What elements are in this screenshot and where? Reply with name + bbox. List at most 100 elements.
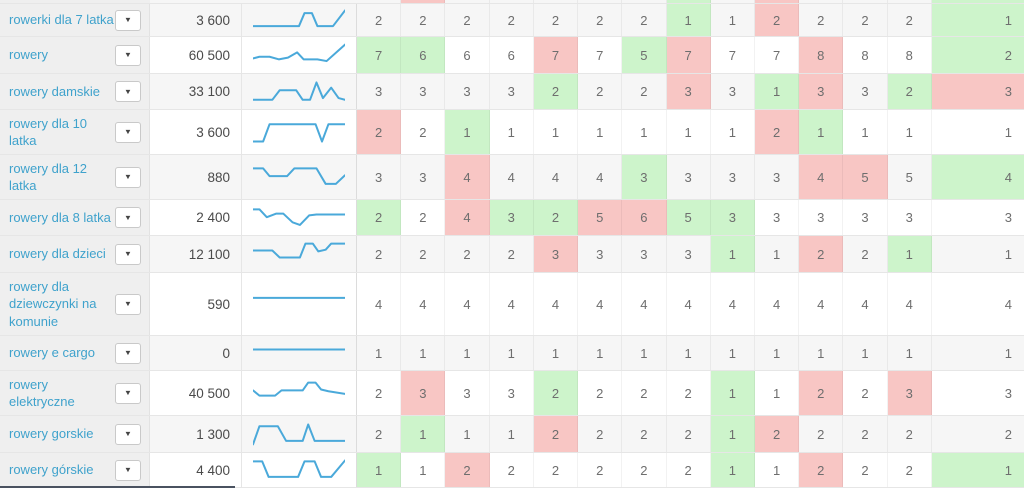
position-cell-partial [578, 0, 623, 3]
caret-down-icon: ▼ [124, 172, 132, 181]
sparkline-chart [253, 241, 345, 267]
sparkline-cell-partial [242, 0, 357, 3]
position-cell: 4 [931, 155, 1024, 199]
keyword-dropdown-button[interactable]: ▼ [115, 423, 141, 445]
keyword-cell: rowerki dla 7 latka ▼ [0, 4, 150, 36]
position-cell: 3 [843, 200, 888, 235]
position-cell: 5 [888, 155, 932, 199]
positions-grid-partial [357, 0, 1024, 3]
position-cell: 3 [666, 74, 711, 109]
position-cell: 2 [622, 453, 667, 487]
sparkline-chart [253, 340, 345, 366]
position-cell: 4 [711, 273, 755, 335]
keyword-label[interactable]: rowery damskie [9, 83, 101, 99]
keyword-dropdown-button[interactable]: ▼ [115, 166, 141, 188]
position-cell: 2 [357, 416, 402, 452]
keyword-label[interactable]: rowery dla dzieci [9, 246, 106, 262]
keyword-label[interactable]: rowery [9, 47, 49, 63]
position-cell: 1 [931, 453, 1024, 487]
position-cell: 3 [578, 236, 623, 272]
position-cell: 2 [667, 371, 711, 415]
sparkline-chart [253, 457, 345, 483]
search-volume: 590 [150, 273, 242, 335]
position-cell: 2 [533, 200, 579, 235]
position-cell: 1 [799, 110, 844, 154]
sparkline-cell [242, 236, 357, 272]
position-cell: 1 [1004, 246, 1012, 262]
keyword-cell: rowery górskie ▼ [0, 453, 150, 487]
position-cell: 7 [578, 37, 623, 73]
keyword-dropdown-button[interactable]: ▼ [115, 121, 141, 143]
position-cell: 5 [843, 155, 888, 199]
position-cell: 5 [578, 200, 623, 235]
position-cell: 1 [401, 453, 446, 487]
sparkline-cell [242, 416, 357, 452]
position-cell: 1 [357, 453, 402, 487]
keyword-row: rowery dla dziewczynki na komunie ▼ 590 … [0, 273, 1024, 336]
keyword-label[interactable]: rowery e cargo [9, 345, 95, 361]
position-cell: 2 [534, 453, 579, 487]
position-cell: 1 [578, 110, 623, 154]
position-cell: 1 [888, 336, 932, 370]
position-cell: 4 [578, 155, 623, 199]
keyword-label[interactable]: rowery dla 10 latka [9, 115, 88, 148]
position-cell: 1 [710, 416, 755, 452]
position-cell: 1 [445, 336, 490, 370]
keyword-dropdown-button[interactable]: ▼ [115, 293, 141, 315]
keyword-label[interactable]: rowery dla dziewczynki na komunie [9, 279, 97, 329]
position-cell: 4 [401, 273, 446, 335]
keyword-label[interactable]: rowery górskie [9, 462, 94, 478]
keyword-label[interactable]: rowerki dla 7 latka [9, 12, 114, 28]
sparkline-cell [242, 155, 357, 199]
keyword-dropdown-button[interactable]: ▼ [115, 459, 141, 481]
search-volume: 1 300 [150, 416, 242, 452]
keyword-dropdown-button[interactable]: ▼ [115, 207, 141, 228]
position-cell: 3 [445, 74, 490, 109]
position-cell: 2 [622, 371, 667, 415]
position-cell: 1 [887, 236, 932, 272]
caret-down-icon: ▼ [124, 348, 132, 357]
position-cell: 3 [401, 74, 446, 109]
keyword-label[interactable]: rowery elektryczne [9, 376, 75, 409]
keyword-label[interactable]: rowery dla 8 latka [9, 209, 111, 225]
position-cell: 2 [888, 4, 932, 36]
sparkline-cell [242, 110, 357, 154]
position-cell: 4 [534, 273, 579, 335]
position-cell: 2 [357, 236, 402, 272]
position-cell-partial [666, 0, 711, 3]
keyword-dropdown-button[interactable]: ▼ [115, 243, 141, 265]
keyword-label[interactable]: rowery dla 12 latka [9, 160, 88, 193]
keyword-label[interactable]: rowery gorskie [9, 426, 94, 442]
position-cell: 5 [622, 37, 667, 73]
search-volume: 0 [150, 336, 242, 370]
keyword-dropdown-button[interactable]: ▼ [115, 9, 141, 31]
volume-cell-partial [150, 0, 242, 3]
keyword-dropdown-button[interactable]: ▼ [115, 342, 141, 364]
position-cell: 2 [490, 453, 534, 487]
keyword-dropdown-button[interactable]: ▼ [115, 44, 141, 66]
position-cell: 1 [710, 236, 755, 272]
sparkline-cell [242, 273, 357, 335]
keyword-dropdown-button[interactable]: ▼ [115, 382, 141, 404]
keyword-cell-partial [0, 0, 150, 3]
keyword-dropdown-button[interactable]: ▼ [115, 81, 141, 102]
position-cell-partial [622, 0, 667, 3]
position-cell: 2 [843, 4, 888, 36]
search-volume: 4 400 [150, 453, 242, 487]
keyword-cell: rowery gorskie ▼ [0, 416, 150, 452]
position-cell: 2 [843, 453, 888, 487]
position-cell: 1 [711, 336, 755, 370]
position-cell: 2 [578, 416, 623, 452]
position-cell: 6 [445, 37, 490, 73]
position-cell: 1 [843, 110, 888, 154]
caret-down-icon: ▼ [124, 15, 132, 24]
keyword-cell: rowery dla 10 latka ▼ [0, 110, 150, 154]
position-cell: 1 [445, 110, 490, 154]
keyword-cell: rowery ▼ [0, 37, 150, 73]
